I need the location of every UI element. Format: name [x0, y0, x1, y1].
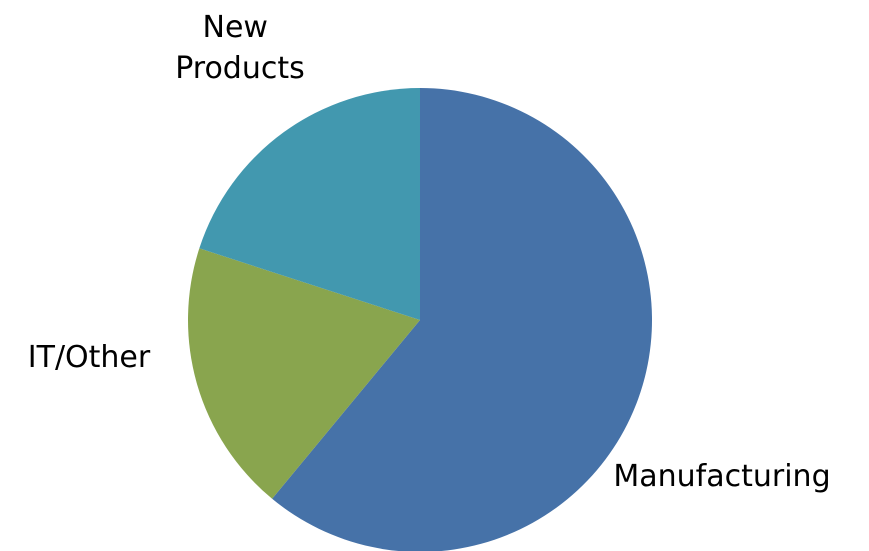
slice-label-new-products-line-1: New: [203, 10, 268, 45]
slice-label-manufacturing: Manufacturing: [613, 459, 830, 494]
pie-slice-it-other: [187, 248, 420, 499]
slice-label-new-products-line-2: Products: [175, 51, 305, 86]
slice-label-it-other: IT/Other: [28, 340, 151, 375]
pie-slice-new-products: [199, 87, 420, 320]
slice-label-new-products: New Products: [175, 10, 305, 86]
pie-slices: [187, 87, 652, 551]
pie-slice-manufacturing: [272, 88, 652, 551]
pie-labels: Manufacturing IT/Other New Products: [28, 10, 831, 494]
